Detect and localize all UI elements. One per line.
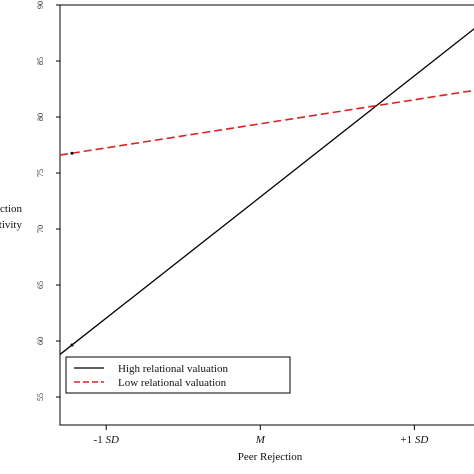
legend-label-high: High relational valuation	[118, 363, 228, 375]
legend: High relational valuation Low relational…	[65, 356, 291, 394]
x-tick-label: +1 SD	[400, 434, 428, 446]
series-start-point-high	[70, 343, 74, 347]
series-line-high	[59, 28, 474, 355]
y-tick-label: 70	[36, 225, 45, 233]
y-tick-label: 55	[36, 393, 45, 401]
plot-frame	[59, 4, 474, 426]
legend-label-low: Low relational valuation	[118, 377, 227, 389]
x-axis: -1 SD M +1 SD	[94, 425, 428, 446]
y-tick-label: 75	[36, 169, 45, 177]
y-axis-label-line-1: ction	[0, 203, 22, 215]
series-line-low	[59, 89, 474, 156]
y-tick-label: 80	[36, 113, 45, 121]
y-tick-label: 65	[36, 281, 45, 289]
y-tick-label: 60	[36, 337, 45, 345]
legend-box	[65, 356, 291, 394]
y-axis: 55 60 65 70 75 80 85 90	[36, 1, 60, 401]
y-tick-label: 90	[36, 1, 45, 9]
series-start-point-low	[70, 151, 74, 155]
x-axis-label: Peer Rejection	[238, 451, 303, 463]
y-axis-label-line-2: tivity	[0, 219, 22, 231]
series-group	[59, 28, 474, 355]
y-tick-label: 85	[36, 57, 45, 65]
x-tick-label: M	[255, 434, 266, 446]
x-tick-label: -1 SD	[94, 434, 119, 446]
